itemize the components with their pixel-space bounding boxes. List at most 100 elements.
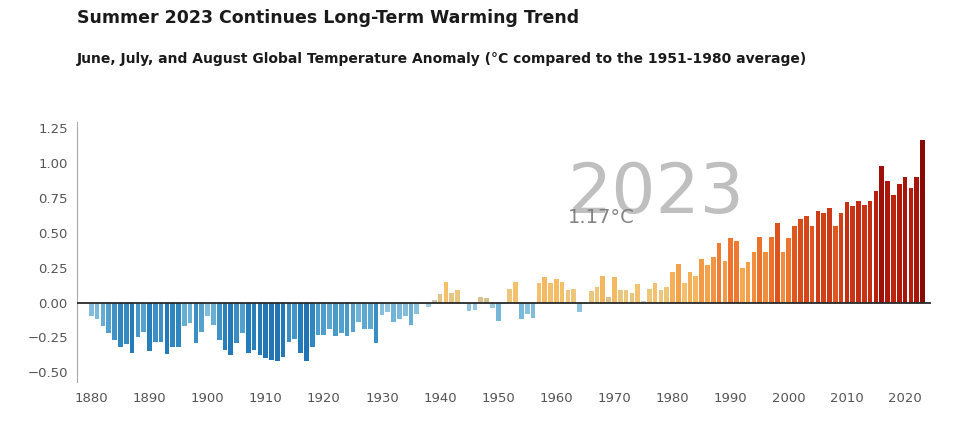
Bar bbox=[554, 279, 559, 302]
Bar bbox=[356, 302, 361, 322]
Bar bbox=[757, 237, 762, 302]
Bar bbox=[705, 265, 709, 302]
Bar bbox=[112, 302, 117, 340]
Bar bbox=[350, 302, 355, 332]
Bar bbox=[287, 302, 291, 342]
Bar bbox=[868, 201, 873, 302]
Bar bbox=[316, 302, 321, 335]
Bar bbox=[594, 287, 599, 302]
Bar bbox=[194, 302, 199, 343]
Bar bbox=[339, 302, 344, 333]
Bar bbox=[257, 302, 262, 355]
Bar bbox=[373, 302, 378, 343]
Bar bbox=[205, 302, 210, 316]
Text: 2023: 2023 bbox=[568, 161, 745, 227]
Bar bbox=[525, 302, 530, 314]
Bar bbox=[379, 302, 384, 315]
Bar bbox=[385, 302, 390, 312]
Bar bbox=[147, 302, 152, 351]
Bar bbox=[636, 284, 640, 302]
Bar bbox=[822, 214, 826, 302]
Bar bbox=[664, 287, 669, 302]
Bar bbox=[432, 300, 437, 302]
Bar bbox=[618, 290, 623, 302]
Bar bbox=[95, 302, 100, 319]
Bar bbox=[624, 290, 629, 302]
Bar bbox=[101, 302, 106, 326]
Bar bbox=[223, 302, 228, 350]
Bar bbox=[786, 239, 791, 302]
Bar bbox=[478, 297, 483, 302]
Bar bbox=[415, 302, 420, 314]
Bar bbox=[920, 140, 924, 302]
Bar bbox=[542, 277, 547, 302]
Bar bbox=[828, 208, 831, 302]
Bar bbox=[327, 302, 332, 329]
Bar bbox=[845, 202, 850, 302]
Bar bbox=[670, 272, 675, 302]
Bar bbox=[839, 214, 844, 302]
Bar bbox=[851, 207, 855, 302]
Bar bbox=[420, 302, 425, 304]
Bar bbox=[746, 262, 751, 302]
Bar bbox=[798, 219, 803, 302]
Bar bbox=[502, 302, 506, 304]
Bar bbox=[809, 226, 814, 302]
Bar bbox=[182, 302, 186, 326]
Bar bbox=[304, 302, 309, 361]
Bar bbox=[641, 301, 646, 302]
Bar bbox=[560, 282, 564, 302]
Bar bbox=[368, 302, 372, 329]
Bar bbox=[734, 241, 739, 302]
Bar bbox=[200, 302, 204, 332]
Bar bbox=[467, 302, 471, 311]
Bar bbox=[804, 216, 808, 302]
Bar bbox=[571, 289, 576, 302]
Bar bbox=[874, 191, 878, 302]
Bar bbox=[630, 293, 635, 302]
Bar bbox=[763, 253, 768, 302]
Bar bbox=[740, 268, 745, 302]
Bar bbox=[908, 188, 913, 302]
Bar bbox=[548, 283, 553, 302]
Bar bbox=[322, 302, 326, 335]
Bar bbox=[269, 302, 274, 360]
Bar bbox=[409, 302, 414, 325]
Bar bbox=[107, 302, 111, 333]
Bar bbox=[177, 302, 180, 347]
Bar bbox=[426, 302, 431, 307]
Bar bbox=[717, 243, 721, 302]
Text: Summer 2023 Continues Long-Term Warming Trend: Summer 2023 Continues Long-Term Warming … bbox=[77, 9, 579, 26]
Bar bbox=[711, 256, 715, 302]
Bar bbox=[792, 226, 797, 302]
Bar bbox=[217, 302, 222, 340]
Bar bbox=[653, 283, 658, 302]
Bar bbox=[531, 302, 536, 318]
Bar bbox=[897, 184, 901, 302]
Bar bbox=[281, 302, 285, 357]
Bar bbox=[612, 277, 616, 302]
Bar bbox=[885, 181, 890, 302]
Bar bbox=[392, 302, 396, 322]
Bar bbox=[891, 195, 896, 302]
Bar bbox=[153, 302, 157, 342]
Bar bbox=[496, 302, 500, 321]
Bar bbox=[135, 302, 140, 337]
Bar bbox=[403, 302, 407, 316]
Bar bbox=[879, 166, 884, 302]
Bar bbox=[455, 290, 460, 302]
Bar bbox=[333, 302, 338, 336]
Bar bbox=[577, 302, 582, 312]
Bar bbox=[461, 302, 466, 304]
Bar bbox=[723, 261, 727, 302]
Bar bbox=[856, 201, 861, 302]
Bar bbox=[699, 260, 704, 302]
Bar bbox=[659, 290, 663, 302]
Bar bbox=[816, 210, 820, 302]
Bar bbox=[275, 302, 279, 361]
Bar bbox=[170, 302, 175, 347]
Bar bbox=[862, 205, 867, 302]
Bar bbox=[124, 302, 129, 344]
Bar bbox=[252, 302, 256, 350]
Bar bbox=[362, 302, 367, 329]
